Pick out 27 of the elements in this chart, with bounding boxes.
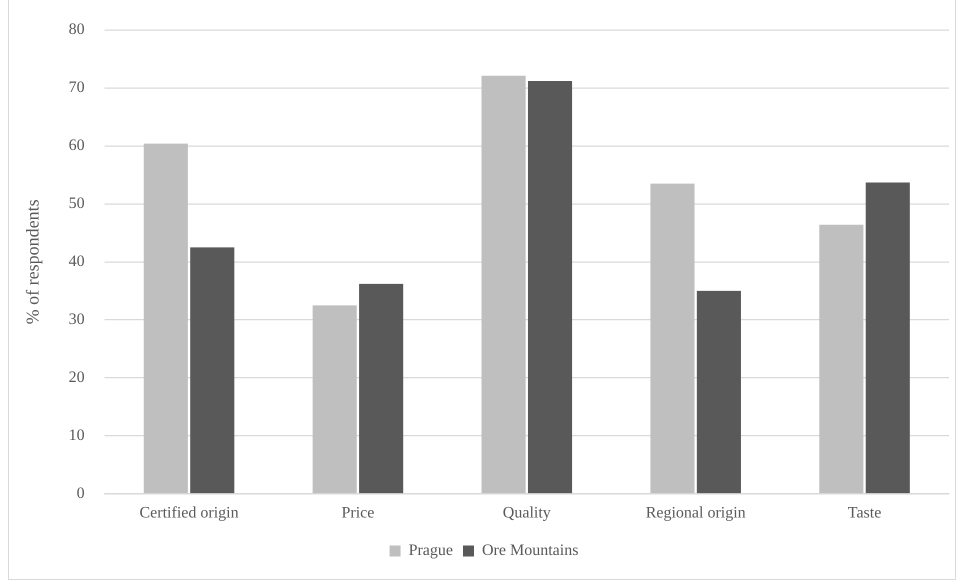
bar	[144, 144, 188, 494]
y-tick-label: 30	[68, 311, 85, 328]
y-tick-label: 10	[68, 427, 85, 444]
y-tick-label: 0	[76, 485, 85, 502]
x-tick-label: Certified origin	[139, 504, 239, 522]
y-tick-label: 60	[68, 137, 85, 154]
y-tick-label: 40	[68, 253, 85, 270]
bar	[528, 81, 572, 494]
y-tick-label: 20	[68, 369, 85, 386]
y-tick-label: 70	[68, 79, 85, 96]
x-tick-label: Taste	[848, 504, 882, 522]
y-tick-label: 80	[68, 21, 85, 38]
bar	[359, 284, 404, 494]
bar	[190, 247, 234, 494]
x-tick-label: Regional origin	[646, 504, 746, 522]
y-tick-label: 50	[68, 195, 85, 212]
y-axis-title: % of respondents	[22, 199, 43, 324]
bar	[819, 224, 864, 494]
bar	[866, 182, 910, 494]
x-tick-label: Quality	[502, 504, 551, 522]
x-tick-label: Price	[341, 504, 374, 522]
legend-label: Prague	[408, 542, 454, 560]
bar	[482, 76, 526, 494]
bar	[650, 184, 695, 494]
bar	[696, 290, 741, 494]
legend-label: Ore Mountains	[482, 542, 578, 560]
bar	[312, 305, 357, 494]
